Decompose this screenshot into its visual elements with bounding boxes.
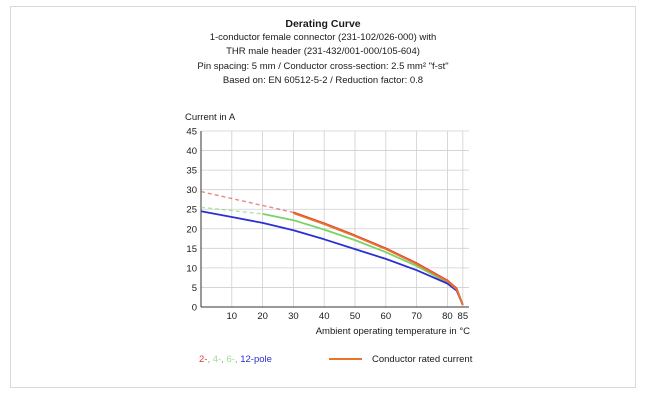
series-lines	[200, 190, 464, 306]
legend-pole-part: pole	[254, 354, 272, 365]
x-tick-label: 40	[319, 311, 330, 322]
legend-pole-part: 2-	[199, 354, 207, 365]
y-axis-label: Current in A	[185, 112, 236, 123]
y-tick-label: 35	[186, 166, 197, 177]
chart-subtitle-line-3: Pin spacing: 5 mm / Conductor cross-sect…	[197, 60, 449, 72]
chart-subtitle-line-1: 1-conductor female connector (231-102/02…	[209, 32, 437, 43]
series-green-extrapolated	[200, 206, 263, 215]
series-orange-line	[293, 212, 464, 306]
chart-subtitle-line-2: THR male header (231-432/001-000/105-604…	[226, 46, 420, 58]
y-tick-label: 40	[186, 146, 197, 157]
legend-pole-part: 6-	[226, 354, 234, 365]
series-green-line	[262, 213, 464, 306]
x-axis-label: Ambient operating temperature in °C	[316, 326, 470, 337]
legend-pole-part: ,	[221, 354, 226, 365]
chart-title: Derating Curve	[285, 18, 361, 30]
x-tick-label: 80	[442, 311, 453, 322]
legend-pole-text: 2-, 4-, 6-, 12-pole	[199, 354, 272, 365]
y-tick-label: 20	[186, 224, 197, 235]
y-tick-label: 25	[186, 205, 197, 216]
y-tick-label: 10	[186, 263, 197, 274]
chart-frame: Derating Curve 1-conductor female connec…	[10, 6, 636, 388]
grid	[201, 130, 469, 307]
series-blue-line	[200, 210, 464, 306]
series-red-line	[293, 211, 464, 306]
y-tick-label: 15	[186, 244, 197, 255]
legend-pole-part: 12-	[240, 354, 254, 365]
tick-labels: 0 5 10 15 20 25 30 35 40 45 10 20 30 40 50 60 70 80 85	[186, 127, 468, 323]
legend-rated-label: Conductor rated current	[372, 354, 473, 365]
y-tick-label: 5	[192, 283, 197, 294]
x-tick-label: 70	[411, 311, 422, 322]
series-red-extrapolated	[200, 190, 294, 214]
x-tick-label: 85	[458, 311, 469, 322]
y-tick-label: 30	[186, 185, 197, 196]
legend-pole-part: ,	[235, 354, 240, 365]
legend-pole-part: 4-	[213, 354, 221, 365]
x-tick-label: 10	[227, 311, 238, 322]
y-tick-label: 45	[186, 127, 197, 138]
x-tick-label: 50	[350, 311, 361, 322]
chart-subtitle-line-4: Based on: EN 60512-5-2 / Reduction facto…	[222, 74, 424, 86]
x-tick-label: 20	[257, 311, 268, 322]
x-tick-label: 60	[381, 311, 392, 322]
legend-pole-part: ,	[207, 354, 212, 365]
x-tick-label: 30	[288, 311, 299, 322]
axes	[200, 131, 469, 308]
legend: 2-, 4-, 6-, 12-pole Conductor rated curr…	[199, 354, 473, 365]
title-block: Derating Curve 1-conductor female connec…	[11, 17, 635, 88]
y-tick-label: 0	[192, 303, 197, 314]
